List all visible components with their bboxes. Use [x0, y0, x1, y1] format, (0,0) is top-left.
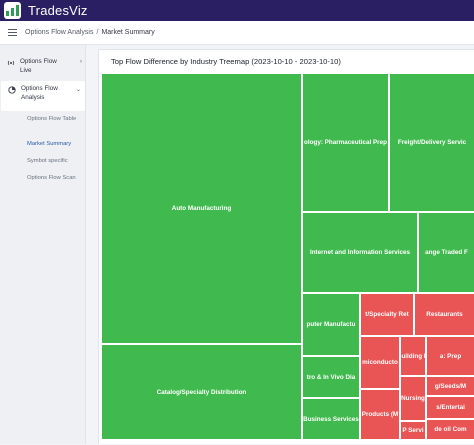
app-title[interactable]: TradesViz: [28, 3, 88, 18]
chevron-right-icon: ›: [80, 59, 82, 65]
treemap-tile[interactable]: puter Manufactu: [302, 293, 360, 356]
treemap-tile[interactable]: Business Services: [302, 398, 360, 440]
sidebar-item-options-flow-live[interactable]: Options Flow Live ›: [0, 58, 86, 75]
radio-wave-icon: [7, 60, 15, 66]
treemap-tile[interactable]: g/Seeds/M: [426, 376, 474, 396]
sidebar-subitem-symbot-specific[interactable]: Symbot specific: [27, 158, 68, 164]
treemap-tile[interactable]: Nursing: [400, 376, 426, 421]
treemap-tile[interactable]: miconducto: [360, 336, 400, 389]
treemap-panel: Top Flow Difference by Industry Treemap …: [98, 49, 474, 444]
treemap-tile[interactable]: Internet and Information Services: [302, 212, 418, 293]
treemap-tile-label: Nursing: [401, 395, 425, 402]
treemap-tile[interactable]: de oil Com: [426, 419, 474, 440]
treemap-tile-label: P Servi: [402, 427, 424, 434]
treemap-tile[interactable]: t/Specialty Ret: [360, 293, 414, 336]
treemap-tile[interactable]: Products (M: [360, 389, 400, 440]
treemap-tile[interactable]: tro & In Vivo Dia: [302, 356, 360, 398]
treemap-tile[interactable]: Freight/Delivery Servic: [389, 73, 474, 212]
treemap-tile-label: Catalog/Specialty Distribution: [156, 388, 247, 396]
sidebar-subitem-market-summary[interactable]: Market Summary: [27, 141, 72, 147]
sidebar-item-label: Options Flow Analysis: [21, 85, 58, 101]
treemap-tile-label: Building M: [401, 352, 425, 360]
treemap-tile[interactable]: a: Prep: [426, 336, 474, 376]
treemap-tile-label: ange Traded F: [425, 249, 468, 256]
hamburger-menu-icon[interactable]: [8, 29, 17, 36]
treemap-tile-label: t/Specialty Ret: [365, 311, 409, 318]
sidebar-subitem-options-flow-scan[interactable]: Options Flow Scan: [27, 175, 76, 181]
treemap-tile-label: Products (M: [361, 411, 399, 418]
industry-treemap: Auto Manufacturing Catalog/Specialty Dist…: [99, 73, 474, 445]
treemap-tile-label: s/Entertai: [436, 404, 465, 411]
treemap-tile[interactable]: ology: Pharmaceutical Prep: [302, 73, 389, 212]
treemap-tile-label: tro & In Vivo Dia: [306, 373, 356, 381]
treemap-tile-label: Freight/Delivery Servic: [397, 139, 467, 146]
chevron-down-icon: ⌄: [75, 87, 81, 93]
treemap-tile[interactable]: P Servi: [400, 421, 426, 440]
treemap-tile[interactable]: ange Traded F: [418, 212, 474, 293]
breadcrumb-current: Market Summary: [101, 29, 155, 36]
sidebar-item-options-flow-analysis[interactable]: Options Flow Analysis ⌄: [1, 81, 85, 111]
treemap-tile-label: a: Prep: [439, 352, 462, 360]
treemap-tile[interactable]: Auto Manufacturing: [101, 73, 302, 344]
treemap-tile-label: miconducto: [362, 359, 398, 366]
breadcrumb-bar: Options Flow Analysis / Market Summary: [0, 21, 474, 45]
treemap-tile-label: Auto Manufacturing: [171, 205, 232, 212]
breadcrumb-parent[interactable]: Options Flow Analysis: [25, 29, 94, 36]
treemap-tile-label: g/Seeds/M: [434, 382, 467, 390]
treemap-tile[interactable]: Restaurants: [414, 293, 474, 336]
sidebar-subitem-options-flow-table[interactable]: Options Flow Table: [27, 116, 77, 122]
top-navbar: TradesViz: [0, 0, 474, 21]
treemap-tile-label: Business Services: [303, 415, 359, 423]
breadcrumb-separator: /: [96, 29, 99, 36]
treemap-tile-label: Restaurants: [426, 311, 463, 318]
tradesviz-logo-icon[interactable]: [4, 2, 21, 19]
treemap-tile-label: de oil Com: [434, 426, 467, 433]
treemap-tile[interactable]: Catalog/Specialty Distribution: [101, 344, 302, 440]
chart-title: Top Flow Difference by Industry Treemap …: [111, 57, 341, 66]
chart-circle-icon: [8, 86, 16, 94]
sidebar-item-label: Options Flow Live: [20, 58, 57, 74]
sidebar: Options Flow Live › Options Flow Analysi…: [0, 45, 86, 444]
treemap-tile-label: Internet and Information Services: [309, 249, 411, 256]
treemap-tile-label: ology: Pharmaceutical Prep: [304, 139, 387, 146]
treemap-tile[interactable]: Building M: [400, 336, 426, 376]
treemap-tile[interactable]: s/Entertai: [426, 396, 474, 419]
treemap-tile-label: puter Manufactu: [306, 321, 356, 328]
